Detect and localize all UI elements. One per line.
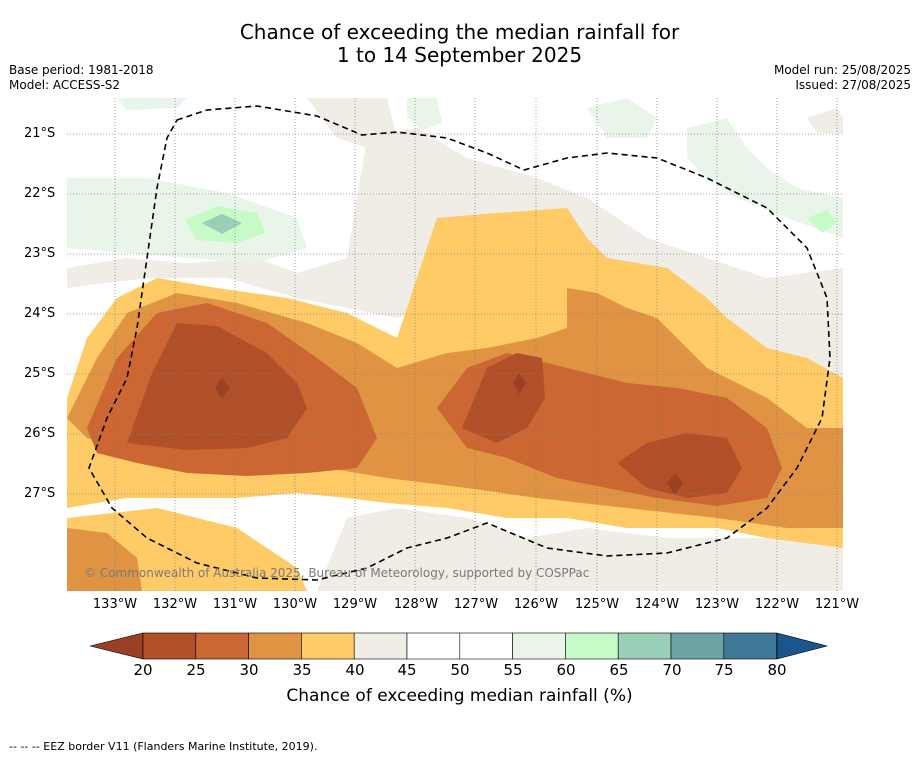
colorbar-segment-40	[353, 632, 408, 660]
meta-left: Base period: 1981-2018 Model: ACCESS-S2	[9, 63, 154, 93]
lon-label-127w: 127°W	[453, 597, 499, 612]
green-region-small	[407, 98, 442, 130]
light-green-region-right	[807, 210, 837, 233]
rainfall-map-svg	[67, 98, 843, 591]
colorbar-tick-20: 20	[133, 661, 153, 679]
lon-label-121w: 121°W	[814, 597, 860, 612]
colorbar-tick-75: 75	[714, 661, 734, 679]
lon-label-123w: 123°W	[694, 597, 740, 612]
colorbar-segment-25	[195, 632, 249, 660]
orange-region-bottomleft	[67, 528, 142, 591]
neutral-region-top	[307, 98, 397, 148]
lon-label-125w: 125°W	[574, 597, 620, 612]
colorbar-segment-70	[670, 632, 725, 660]
colorbar-label: Chance of exceeding median rainfall (%)	[286, 686, 633, 706]
darkest-spot-2	[513, 373, 526, 394]
longitude-gridlines	[114, 98, 838, 591]
colorbar-tick-80: 80	[767, 661, 787, 679]
lon-label-133w: 133°W	[92, 597, 138, 612]
neutral-region-topright	[807, 108, 843, 133]
lat-label-26s: 26°S	[24, 426, 56, 441]
model-text: Model: ACCESS-S2	[9, 78, 121, 92]
brown-region-right	[617, 433, 742, 498]
issued-text: Issued: 27/08/2025	[795, 78, 911, 92]
colorbar-tick-25: 25	[186, 661, 206, 679]
lat-label-25s: 25°S	[24, 366, 56, 381]
colorbar-segment-55	[512, 632, 566, 660]
lon-label-126w: 126°W	[513, 597, 559, 612]
lat-label-23s: 23°S	[24, 246, 56, 261]
lat-label-21s: 21°S	[24, 126, 56, 141]
colorbar-segment-50	[459, 632, 513, 660]
eez-footnote: -- -- -- EEZ border V11 (Flanders Marine…	[9, 740, 318, 753]
green-region-topleft	[117, 98, 187, 110]
map-title-line1: Chance of exceeding the median rainfall …	[239, 20, 680, 44]
colorbar	[90, 632, 829, 660]
lat-label-27s: 27°S	[24, 486, 56, 501]
model-run-text: Model run: 25/08/2025	[773, 63, 911, 77]
lon-label-122w: 122°W	[754, 597, 800, 612]
colorbar-tick-30: 30	[239, 661, 259, 679]
eez-border	[88, 105, 831, 581]
lon-label-124w: 124°W	[634, 597, 680, 612]
colorbar-tick-50: 50	[450, 661, 470, 679]
darkest-spot-3	[667, 473, 683, 495]
rainfall-map	[67, 98, 843, 591]
colorbar-tick-40: 40	[345, 661, 365, 679]
colorbar-tick-60: 60	[556, 661, 576, 679]
colorbar-tick-45: 45	[397, 661, 417, 679]
copyright-text: © Commonwealth of Australia 2025, Bureau…	[84, 566, 590, 580]
colorbar-tick-70: 70	[662, 661, 682, 679]
colorbar-tick-65: 65	[609, 661, 629, 679]
colorbar-segment-45	[406, 632, 461, 660]
base-period-text: Base period: 1981-2018	[9, 63, 154, 77]
colorbar-segment-75	[723, 632, 777, 660]
lon-label-132w: 132°W	[152, 597, 198, 612]
colorbar-segment-65	[617, 632, 672, 660]
colorbar-tick-55: 55	[503, 661, 523, 679]
darkest-spot-1	[215, 378, 230, 398]
teal-region	[202, 214, 242, 234]
brown-region-middle	[462, 353, 545, 443]
neutral-region-bottom	[317, 508, 843, 591]
meta-right: Model run: 25/08/2025 Issued: 27/08/2025	[774, 63, 911, 93]
map-title-line2: 1 to 14 September 2025	[336, 43, 583, 67]
colorbar-segment-35	[301, 632, 355, 660]
colorbar-segment-30	[248, 632, 302, 660]
green-region-topright	[687, 118, 843, 238]
colorbar-segments	[142, 632, 777, 660]
lon-label-129w: 129°W	[332, 597, 378, 612]
latitude-gridlines	[67, 133, 843, 495]
lat-label-24s: 24°S	[24, 306, 56, 321]
colorbar-segment-20	[142, 632, 197, 660]
lon-label-130w: 130°W	[272, 597, 318, 612]
lat-label-22s: 22°S	[24, 186, 56, 201]
colorbar-segment-60	[565, 632, 619, 660]
lon-label-131w: 131°W	[212, 597, 258, 612]
colorbar-tick-35: 35	[292, 661, 312, 679]
lon-label-128w: 128°W	[393, 597, 439, 612]
colorbar-arrow-high	[776, 632, 829, 660]
green-region-top	[587, 98, 657, 138]
colorbar-arrow-low	[90, 632, 144, 660]
